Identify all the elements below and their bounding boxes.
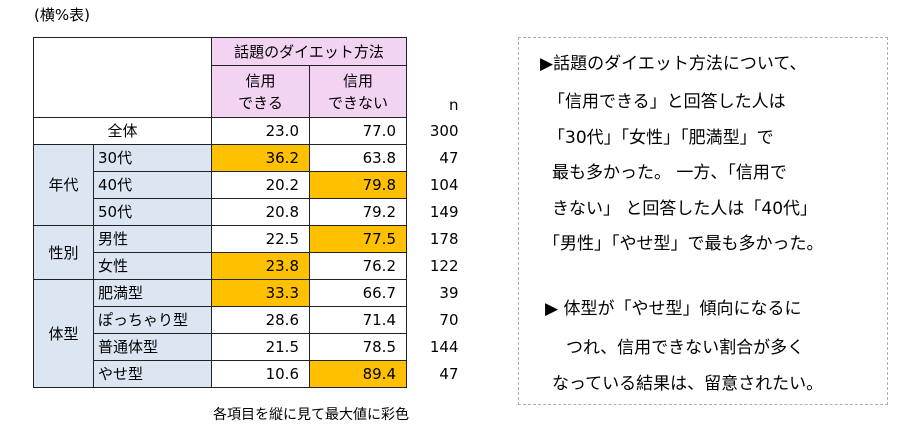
commentary-line: 「男性」「やせ型」で最も多かった。 (543, 234, 824, 254)
row-label: やせ型 (93, 360, 212, 388)
sample-size: 47 (439, 365, 459, 383)
value-distrust: 77.0 (309, 117, 407, 145)
col-header-distrust: 信用 できない (309, 65, 407, 118)
row-label: 普通体型 (93, 333, 212, 361)
unit-label: (横%表) (34, 6, 90, 24)
value-trust: 22.5 (211, 225, 310, 253)
value-trust: 20.8 (211, 198, 310, 226)
table-row: ぽっちゃり型 28.6 71.4 70 (34, 306, 462, 334)
category-label: 体型 (33, 279, 94, 388)
value-trust: 23.0 (211, 117, 310, 145)
value-trust: 10.6 (211, 360, 310, 388)
row-label: 女性 (93, 252, 212, 280)
category-label: 性別 (33, 225, 94, 280)
corner-cell (33, 37, 212, 118)
commentary-line: 「信用できる」と回答した人は (548, 92, 786, 112)
row-label: 50代 (93, 198, 212, 226)
commentary-line: ▶話題のダイエット方法について、 (540, 54, 807, 74)
commentary-line: つれ、信用できない割合が多く (566, 338, 805, 358)
sample-size: 47 (439, 149, 459, 167)
group-header: 話題のダイエット方法 (211, 37, 407, 66)
commentary-box (518, 37, 888, 405)
table-row: やせ型 10.6 89.4 47 (34, 360, 462, 388)
sample-size: 39 (439, 284, 459, 302)
row-label: ぽっちゃり型 (93, 306, 212, 334)
row-label: 肥満型 (93, 279, 212, 307)
commentary-line: 「30代」「女性」「肥満型」で (548, 128, 774, 148)
table-row: 性別 男性 22.5 77.5 178 (33, 225, 462, 280)
value-trust: 28.6 (211, 306, 310, 334)
sample-size: 70 (439, 311, 459, 329)
table-row: 女性 23.8 76.2 122 (34, 252, 462, 280)
table-row: 40代 20.2 79.8 104 (34, 171, 462, 199)
commentary-line: きない」 と回答した人は「40代」 (552, 199, 818, 219)
commentary-line: 最も多かった。 一方、「信用で (552, 163, 787, 183)
category-label: 年代 (33, 144, 94, 226)
table-row: 年代 30代 36.2 63.8 47 (33, 144, 462, 226)
sample-size: 300 (429, 122, 459, 140)
table-row-total: 全体 23.0 77.0 300 (33, 117, 462, 145)
value-distrust: 77.5 (309, 225, 407, 253)
value-distrust: 79.2 (309, 198, 407, 226)
sample-size: 178 (429, 230, 459, 248)
value-trust: 20.2 (211, 171, 310, 199)
value-trust: 36.2 (211, 144, 310, 172)
value-distrust: 76.2 (309, 252, 407, 280)
value-trust: 33.3 (211, 279, 310, 307)
row-label: 40代 (93, 171, 212, 199)
value-distrust: 63.8 (309, 144, 407, 172)
sample-size: 104 (429, 176, 459, 194)
value-trust: 21.5 (211, 333, 310, 361)
row-label: 全体 (33, 117, 212, 145)
value-distrust: 79.8 (309, 171, 407, 199)
row-label: 30代 (93, 144, 212, 172)
value-distrust: 66.7 (309, 279, 407, 307)
col-header-trust: 信用 できる (211, 65, 310, 118)
sample-size: 122 (429, 257, 459, 275)
footnote: 各項目を縦に見て最大値に彩色 (213, 407, 409, 423)
commentary-line: なっている結果は、留意されたい。 (552, 374, 824, 394)
sample-size: 149 (429, 203, 459, 221)
table-row: 50代 20.8 79.2 149 (34, 198, 462, 226)
value-distrust: 78.5 (309, 333, 407, 361)
n-header: n (406, 65, 462, 118)
table-row: 体型 肥満型 33.3 66.7 39 (33, 279, 462, 388)
value-distrust: 71.4 (309, 306, 407, 334)
value-distrust: 89.4 (309, 360, 407, 388)
data-table: 話題のダイエット方法 信用 できる 信用 できない n 全体 23.0 77.0… (33, 37, 462, 388)
commentary-line: ▶ 体型が「やせ型」傾向になるに (545, 299, 802, 319)
value-trust: 23.8 (211, 252, 310, 280)
row-label: 男性 (93, 225, 212, 253)
sample-size: 144 (429, 338, 459, 356)
table-row: 普通体型 21.5 78.5 144 (34, 333, 462, 361)
